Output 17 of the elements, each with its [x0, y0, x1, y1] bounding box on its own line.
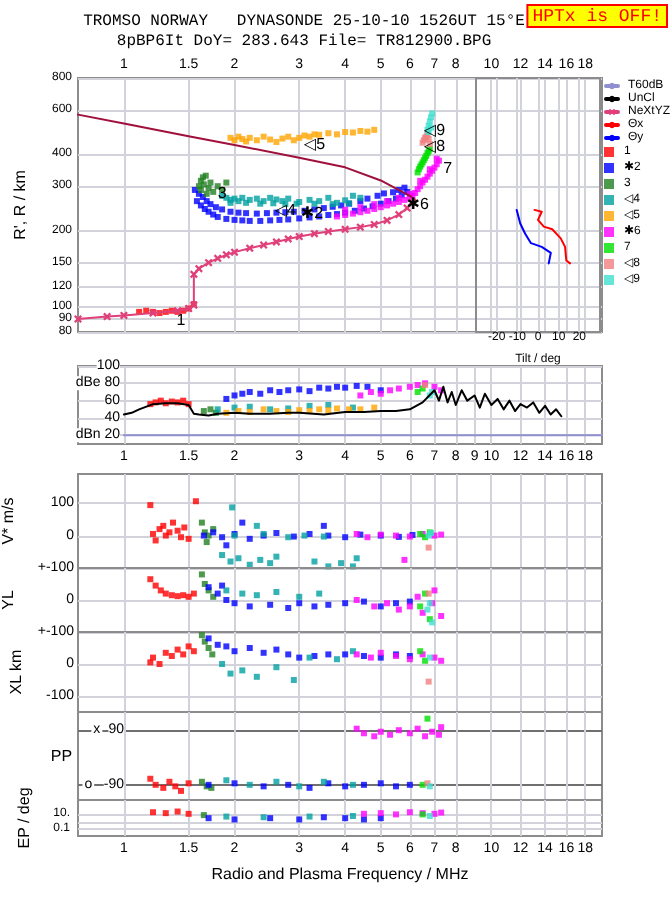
y-axis-title: R', R / km — [11, 169, 29, 240]
y-axis-title: PP — [50, 747, 73, 765]
y-axis-title: EP / deg — [14, 787, 33, 849]
annotation: ◁5 — [303, 134, 327, 153]
annotation: 1 — [176, 311, 187, 330]
y-axis-title: YL — [0, 589, 17, 610]
annotation: ✱2 — [300, 204, 325, 223]
annotation: ◁4 — [274, 200, 298, 219]
annotation: ◁9 — [423, 120, 447, 139]
y-axis-title: XL km — [7, 648, 25, 695]
chart-subtitle: 8pBP6It DoY= 283.643 File= TR812900.BPG — [116, 33, 492, 51]
text: HPTx is OFF! — [532, 7, 662, 27]
annotation: 7 — [443, 158, 454, 177]
annotation: ◁8 — [423, 136, 447, 155]
chart-title: TROMSO NORWAY DYNASONDE 25-10-10 1526UT 15°E — [83, 13, 526, 31]
y-axis-title: V* m/s — [0, 497, 17, 545]
x-axis-title: Radio and Plasma Frequency / MHz — [211, 865, 469, 883]
